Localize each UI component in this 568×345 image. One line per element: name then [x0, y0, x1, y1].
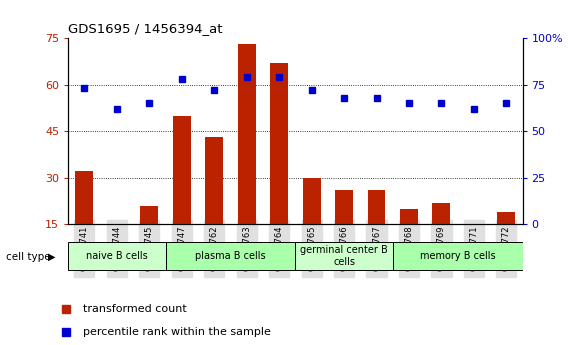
Bar: [238, 44, 256, 224]
Bar: [68, 242, 165, 270]
Text: transformed count: transformed count: [83, 304, 187, 314]
Text: naive B cells: naive B cells: [86, 251, 148, 261]
Bar: [295, 242, 392, 270]
Bar: [400, 209, 418, 224]
Bar: [303, 178, 320, 224]
Text: percentile rank within the sample: percentile rank within the sample: [83, 327, 272, 337]
Bar: [173, 116, 191, 224]
Bar: [392, 242, 523, 270]
Bar: [270, 63, 288, 224]
Text: germinal center B
cells: germinal center B cells: [300, 245, 388, 267]
Text: memory B cells: memory B cells: [420, 251, 495, 261]
Text: ▶: ▶: [48, 252, 56, 262]
Bar: [432, 203, 450, 224]
Bar: [205, 137, 223, 224]
Text: cell type: cell type: [6, 252, 51, 262]
Bar: [140, 206, 158, 224]
Bar: [367, 190, 386, 224]
Bar: [498, 212, 515, 224]
Text: plasma B cells: plasma B cells: [195, 251, 266, 261]
Bar: [335, 190, 353, 224]
Bar: [76, 171, 93, 224]
Text: GDS1695 / 1456394_at: GDS1695 / 1456394_at: [68, 22, 223, 36]
Bar: [165, 242, 295, 270]
